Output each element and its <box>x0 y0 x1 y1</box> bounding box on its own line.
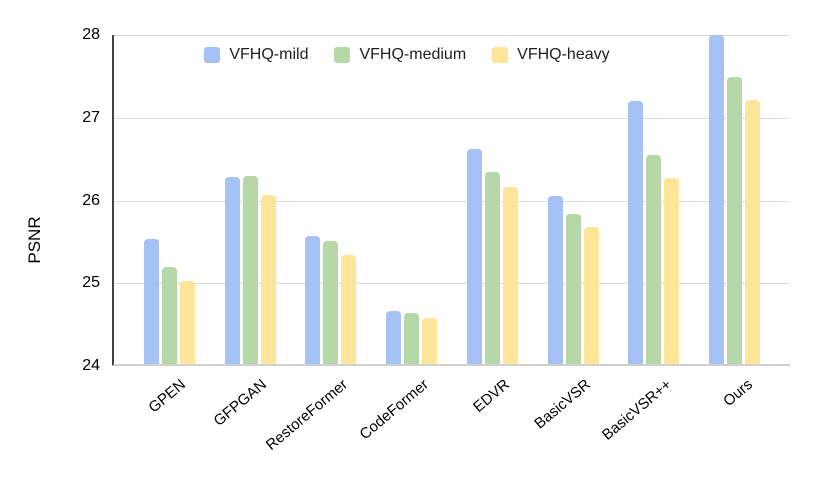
gridline-28 <box>114 35 790 36</box>
bar-group-BasicVSR <box>547 35 599 364</box>
bar-VFHQ-heavy-BasicVSR++ <box>664 178 680 364</box>
x-category-label-EDVR: EDVR <box>469 376 513 416</box>
y-tick-label: 28 <box>82 26 100 43</box>
bar-VFHQ-mild-Ours <box>708 35 724 364</box>
legend-label: VFHQ-heavy <box>517 46 610 63</box>
bar-group-Ours <box>708 35 760 364</box>
x-category-label-GFPGAN: GFPGAN <box>209 376 270 430</box>
bar-VFHQ-heavy-CodeFormer <box>422 317 438 364</box>
bar-group-EDVR <box>466 35 518 364</box>
legend-label: VFHQ-medium <box>359 46 467 63</box>
bar-group-GFPGAN <box>224 35 276 364</box>
bar-VFHQ-medium-BasicVSR++ <box>646 155 662 364</box>
legend-item-VFHQ-mild: VFHQ-mild <box>204 46 308 64</box>
bar-VFHQ-mild-RestoreFormer <box>305 235 321 364</box>
bar-VFHQ-heavy-EDVR <box>502 187 518 364</box>
bar-VFHQ-mild-CodeFormer <box>386 310 402 364</box>
y-tick-label: 26 <box>82 191 100 209</box>
y-tick-label: 27 <box>82 108 100 126</box>
y-axis-title: PSNR <box>25 216 44 264</box>
bar-VFHQ-medium-Ours <box>726 76 742 364</box>
bar-VFHQ-heavy-GFPGAN <box>260 194 276 364</box>
bar-VFHQ-medium-BasicVSR <box>565 214 581 364</box>
gridline-26 <box>114 200 790 202</box>
legend: VFHQ-mild VFHQ-medium VFHQ-heavy <box>68 46 746 64</box>
bar-VFHQ-mild-BasicVSR <box>547 196 563 364</box>
bar-VFHQ-heavy-GPEN <box>180 280 195 364</box>
bar-groups <box>114 35 790 364</box>
x-category-label-BasicVSR++: BasicVSR++ <box>598 376 675 444</box>
bar-VFHQ-medium-EDVR <box>484 172 500 364</box>
bar-VFHQ-mild-EDVR <box>466 149 482 364</box>
legend-item-VFHQ-heavy: VFHQ-heavy <box>492 46 610 64</box>
bar-VFHQ-mild-BasicVSR++ <box>628 100 644 364</box>
bar-VFHQ-medium-GPEN <box>162 266 177 364</box>
y-tick-label: 25 <box>82 274 100 292</box>
x-axis-labels: GPEN GFPGAN RestoreFormer CodeFormer EDVR Bas… <box>112 376 790 486</box>
x-category-label-CodeFormer: CodeFormer <box>355 376 432 444</box>
bar-group-GPEN <box>144 35 195 364</box>
plot-area <box>112 35 790 366</box>
legend-swatch-icon <box>204 47 221 63</box>
bar-VFHQ-heavy-RestoreFormer <box>341 255 357 364</box>
x-category-label-GPEN: GPEN <box>144 376 189 417</box>
legend-label: VFHQ-mild <box>229 46 309 63</box>
bar-VFHQ-medium-GFPGAN <box>242 176 258 364</box>
bar-VFHQ-medium-CodeFormer <box>404 313 420 364</box>
bar-group-CodeFormer <box>386 35 438 364</box>
gridline-27 <box>114 117 790 119</box>
bar-VFHQ-mild-GFPGAN <box>224 177 240 364</box>
bar-group-BasicVSR++ <box>628 35 680 364</box>
y-tick-label: 24 <box>82 357 100 374</box>
x-category-label-BasicVSR: BasicVSR <box>530 376 594 433</box>
bar-VFHQ-heavy-BasicVSR <box>583 227 599 364</box>
bar-VFHQ-medium-RestoreFormer <box>323 240 339 364</box>
legend-item-VFHQ-medium: VFHQ-medium <box>334 46 466 64</box>
legend-swatch-icon <box>334 47 351 63</box>
bar-VFHQ-heavy-Ours <box>744 99 760 364</box>
x-category-label-Ours: Ours <box>719 376 756 410</box>
bar-VFHQ-mild-GPEN <box>144 238 159 364</box>
legend-swatch-icon <box>492 47 509 63</box>
x-category-label-RestoreFormer: RestoreFormer <box>262 376 351 454</box>
bar-group-RestoreFormer <box>305 35 357 364</box>
gridline-25 <box>114 283 790 285</box>
